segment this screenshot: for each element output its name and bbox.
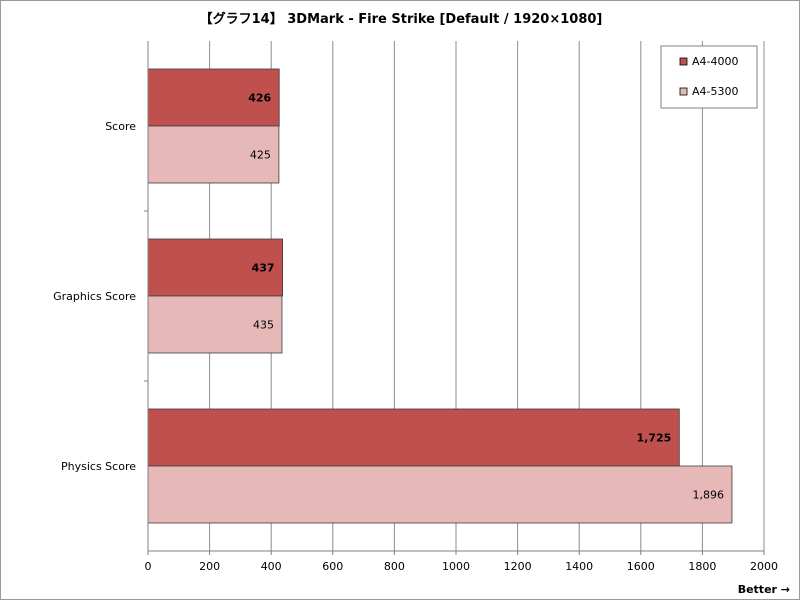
category-label-physics-score: Physics Score (61, 460, 136, 473)
x-tick-label-1600: 1600 (627, 560, 655, 573)
data-label-a4-4000-physics-score: 1,725 (637, 432, 672, 445)
bar-a4-4000-score (147, 68, 280, 127)
data-label-a4-4000-score: 426 (248, 92, 271, 105)
legend-box (660, 45, 758, 109)
bar-a4-5300-graphics-score (147, 295, 283, 354)
x-tick-label-1000: 1000 (442, 560, 470, 573)
data-label-a4-5300-graphics-score: 435 (253, 319, 274, 332)
x-tick-label-0: 0 (145, 560, 152, 573)
bar-a4-5300-score (147, 125, 280, 184)
legend-swatch-a4-5300 (679, 87, 688, 96)
chart-title: 【グラフ14】 3DMark - Fire Strike [Default / … (200, 11, 603, 27)
data-label-a4-5300-score: 425 (250, 149, 271, 162)
x-tick-label-1200: 1200 (504, 560, 532, 573)
legend-label-a4-4000: A4-4000 (692, 55, 739, 68)
data-label-a4-4000-graphics-score: 437 (252, 262, 275, 275)
x-tick-label-1400: 1400 (565, 560, 593, 573)
axes (144, 41, 765, 555)
bars (147, 68, 733, 524)
legend-label-a4-5300: A4-5300 (692, 85, 739, 98)
legend-swatch-a4-4000 (679, 57, 688, 66)
x-tick-label-1800: 1800 (688, 560, 716, 573)
data-label-a4-5300-physics-score: 1,896 (692, 489, 724, 502)
labels: 0 200 400 600 800 1000 1200 1400 1600 1800 2000 Sco… (53, 92, 778, 574)
bar-a4-5300-physics-score (147, 465, 733, 524)
x-tick-label-200: 200 (199, 560, 220, 573)
legend: A4-4000 A4-5300 (660, 45, 758, 109)
category-label-score: Score (105, 120, 136, 133)
better-note: Better → (738, 583, 790, 596)
x-tick-label-400: 400 (261, 560, 282, 573)
bar-a4-4000-graphics-score (147, 238, 283, 297)
x-tick-label-2000: 2000 (750, 560, 778, 573)
bar-a4-4000-physics-score (147, 408, 680, 467)
x-tick-label-600: 600 (322, 560, 343, 573)
category-label-graphics-score: Graphics Score (53, 290, 136, 303)
x-tick-label-800: 800 (384, 560, 405, 573)
